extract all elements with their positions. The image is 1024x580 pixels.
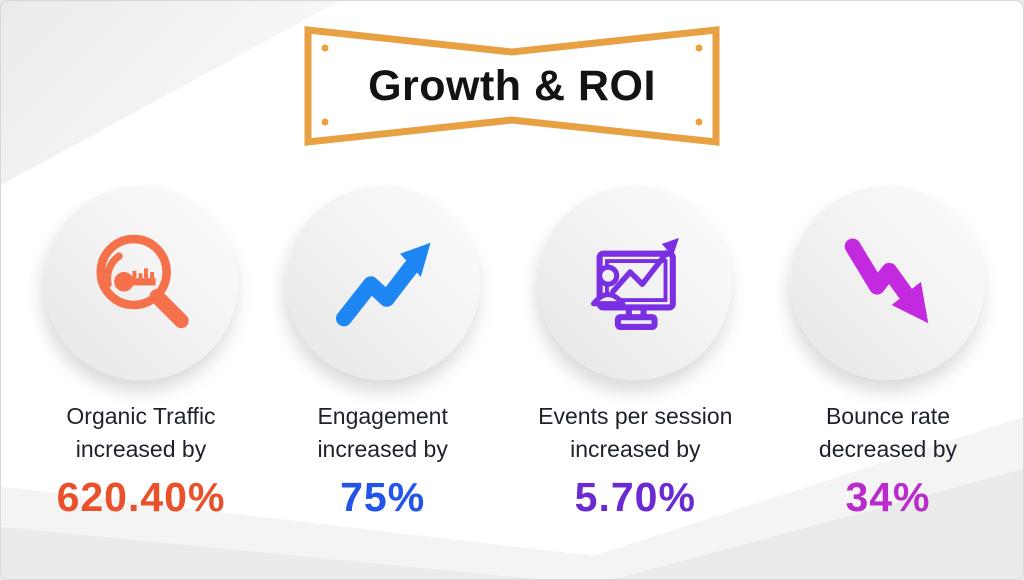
stat-value: 620.40% — [56, 474, 226, 521]
title-banner: Growth & ROI — [304, 25, 720, 147]
analytics-monitor-icon — [591, 237, 680, 330]
stat-card-organic-traffic: Organic Traffic increased by 620.40% — [21, 186, 261, 521]
stat-circle — [44, 186, 238, 380]
trend-up-arrow-icon — [335, 242, 431, 327]
stat-circle — [790, 186, 985, 380]
stat-label: Organic Traffic increased by — [66, 403, 216, 462]
stat-value: 34% — [845, 474, 931, 521]
trend-down-arrow-icon — [844, 238, 929, 324]
stat-circle — [538, 186, 733, 380]
stat-label: Bounce rate decreased by — [818, 403, 958, 462]
stat-value: 5.70% — [574, 474, 696, 521]
stat-label: Engagement increased by — [317, 403, 448, 462]
stats-row: Organic Traffic increased by 620.40% Eng… — [21, 186, 1003, 521]
stat-label: Events per session increased by — [538, 403, 733, 462]
stat-card-bounce-rate: Bounce rate decreased by 34% — [773, 186, 1003, 521]
stat-card-engagement: Engagement increased by 75% — [268, 186, 498, 521]
page-title: Growth & ROI — [368, 61, 656, 110]
keyword-magnifier-icon — [96, 234, 189, 329]
stat-circle — [285, 186, 480, 380]
stat-value: 75% — [340, 474, 426, 521]
stat-card-events-per-session: Events per session increased by 5.70% — [504, 186, 766, 521]
